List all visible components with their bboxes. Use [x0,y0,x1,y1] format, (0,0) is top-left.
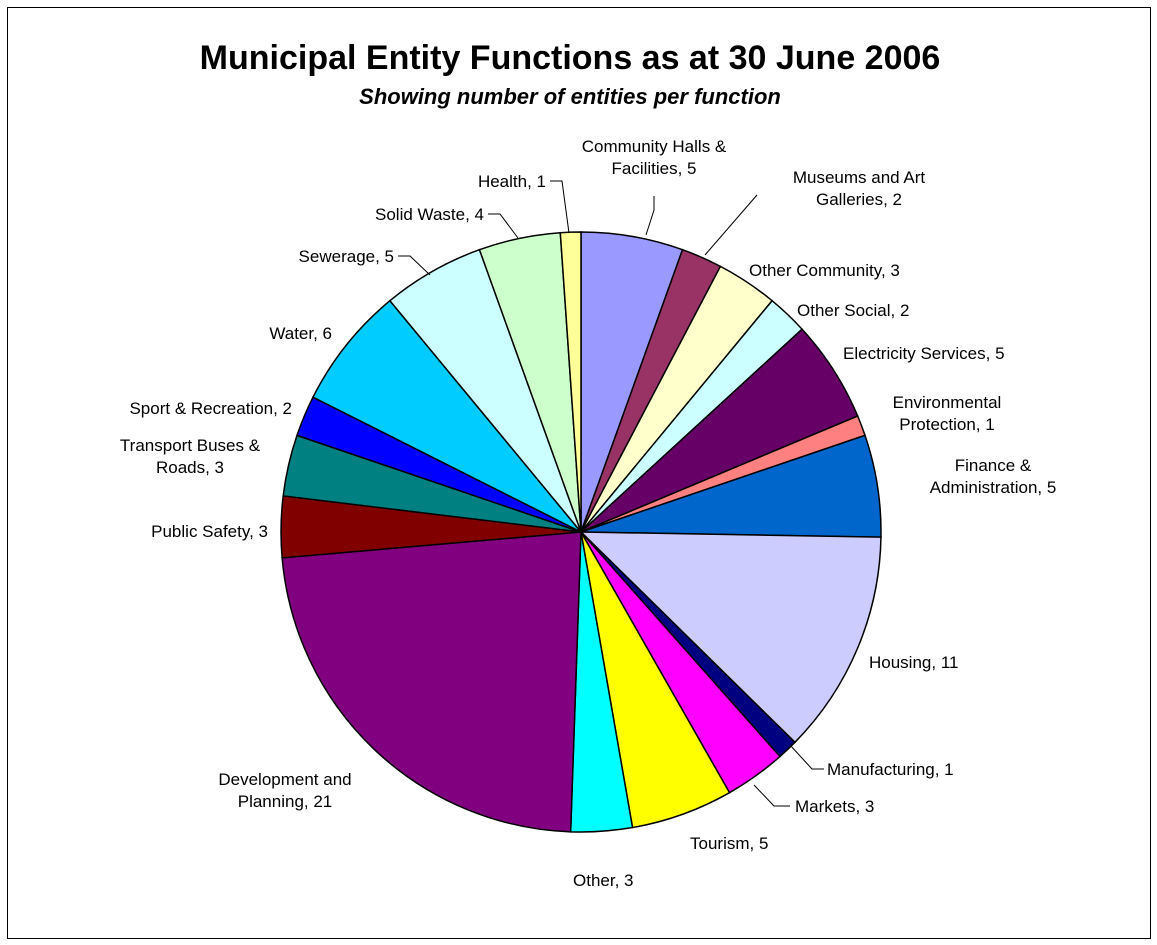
data-label: Other, 3 [573,871,633,890]
chart-title: Municipal Entity Functions as at 30 June… [200,39,941,77]
leader-line [398,255,431,276]
pie-slice-housing [579,531,882,744]
leader-line [753,784,790,807]
data-label: Environmental Protection, 1 [893,393,1002,434]
data-label: Other Social, 2 [797,301,909,320]
data-label: Markets, 3 [795,797,874,816]
data-label: Solid Waste, 4 [375,205,484,224]
chart-subtitle: Showing number of entities per function [359,84,781,109]
data-label: Health, 1 [478,172,546,191]
leader-line [645,196,655,236]
data-label: Water, 6 [269,324,332,343]
data-label: Public Safety, 3 [151,522,268,541]
data-label: Other Community, 3 [749,261,900,280]
data-label: Transport Buses & Roads, 3 [120,436,261,477]
data-label: Electricity Services, 5 [843,344,1005,363]
leader-line [488,213,519,239]
leader-line [704,194,758,256]
data-label: Sewerage, 5 [299,247,394,266]
data-label: Tourism, 5 [690,834,768,853]
pie-slice-development-and-planning [281,531,582,833]
data-label: Housing, 11 [869,653,958,672]
leader-line [789,744,824,770]
data-label: Sport & Recreation, 2 [129,399,292,418]
data-label: Finance & Administration, 5 [930,456,1057,497]
data-label: Manufacturing, 1 [827,760,954,779]
pie-slice-health [559,231,582,533]
leader-line [550,180,570,234]
data-label: Community Halls & Facilities, 5 [582,137,727,178]
data-label: Museums and Art Galleries, 2 [793,168,926,209]
data-label: Development and Planning, 21 [218,770,351,811]
pie-slice-water [311,299,582,533]
